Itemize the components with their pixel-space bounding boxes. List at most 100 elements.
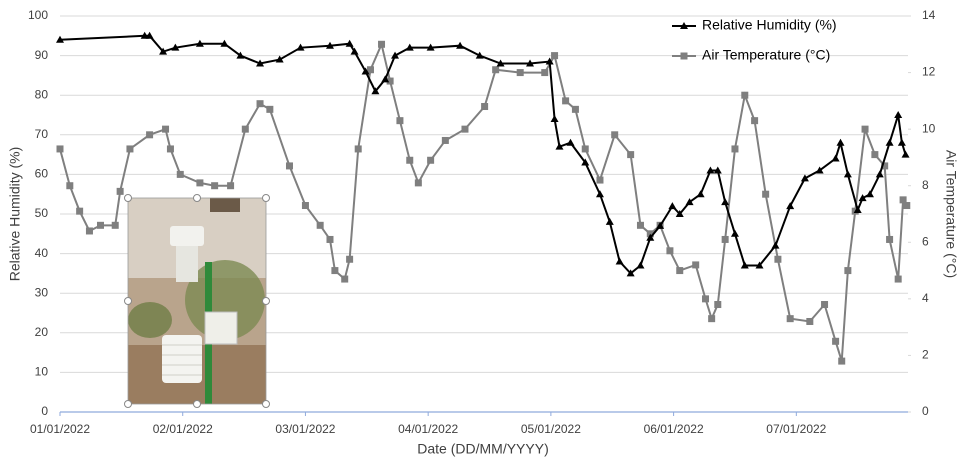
point [427, 156, 435, 164]
point [541, 69, 549, 77]
legend: Relative Humidity (%) Air Temperature (°C… [672, 17, 837, 63]
y2-tick-label: 2 [922, 348, 929, 362]
point [316, 221, 324, 229]
y-tick-label: 10 [35, 365, 49, 379]
series [56, 40, 911, 365]
point [496, 59, 505, 67]
point [815, 166, 824, 174]
point [605, 217, 614, 225]
point [894, 275, 902, 283]
point [721, 235, 729, 243]
point [836, 138, 845, 146]
point [806, 317, 814, 325]
point [256, 100, 264, 108]
y-tick-label: 0 [41, 404, 48, 418]
point [611, 131, 619, 139]
point [76, 207, 84, 215]
point [56, 35, 64, 43]
point [875, 170, 884, 178]
point [366, 66, 374, 74]
point [516, 69, 524, 77]
point [881, 162, 889, 170]
point [562, 97, 570, 105]
point [871, 151, 879, 159]
point [361, 67, 370, 75]
point [345, 39, 354, 47]
point [897, 138, 906, 146]
point [656, 221, 665, 229]
point [426, 43, 435, 51]
point [66, 182, 74, 190]
point [755, 261, 764, 269]
point [325, 41, 334, 49]
point [526, 59, 535, 67]
y-tick-label: 80 [35, 87, 49, 101]
y2-tick-label: 0 [922, 404, 929, 418]
plot [56, 31, 911, 365]
point [227, 182, 235, 190]
point [762, 190, 770, 198]
point [627, 151, 635, 159]
point [176, 170, 184, 178]
x-tick-label: 06/01/2022 [644, 422, 704, 436]
point [256, 59, 265, 67]
y-tick-label: 90 [35, 48, 49, 62]
point [571, 105, 579, 113]
y2-tick-label: 4 [922, 291, 929, 305]
point [626, 269, 635, 277]
point [566, 138, 575, 146]
y2-tick-label: 10 [922, 121, 936, 135]
point [241, 125, 249, 133]
point [771, 241, 780, 249]
point [481, 103, 489, 111]
point [903, 202, 911, 210]
point [162, 125, 170, 133]
point [145, 31, 154, 39]
x-tick-label: 05/01/2022 [521, 422, 581, 436]
point [456, 41, 465, 49]
point [831, 154, 840, 162]
point [853, 206, 862, 214]
y-tick-label: 100 [28, 8, 48, 22]
point [581, 158, 590, 166]
point [220, 39, 229, 47]
point [196, 179, 204, 187]
y-tick-label: 50 [35, 206, 49, 220]
point [492, 66, 500, 74]
point [111, 221, 119, 229]
point [171, 43, 180, 51]
y-axis-label: Relative Humidity (%) [7, 147, 23, 282]
point [414, 179, 422, 187]
point [350, 47, 359, 55]
point [354, 145, 362, 153]
point [730, 229, 739, 237]
point [326, 235, 334, 243]
point [708, 315, 716, 323]
point [391, 51, 400, 59]
y2-tick-label: 6 [922, 234, 929, 248]
y-tick-label: 70 [35, 127, 49, 141]
y2-tick-label: 12 [922, 65, 936, 79]
point [285, 162, 293, 170]
point [461, 125, 469, 133]
point [843, 170, 852, 178]
point [668, 202, 677, 210]
point [301, 202, 309, 210]
point [275, 55, 284, 63]
point [774, 255, 782, 263]
y-tick-label: 60 [35, 167, 49, 181]
point [146, 131, 154, 139]
point [676, 267, 684, 275]
x-tick-label: 03/01/2022 [275, 422, 335, 436]
point [381, 75, 390, 83]
point [126, 145, 134, 153]
point [555, 142, 564, 150]
point [545, 57, 554, 65]
point [159, 47, 168, 55]
point [346, 255, 354, 263]
point [116, 187, 124, 195]
point [844, 267, 852, 275]
point [692, 261, 700, 269]
point [371, 87, 380, 95]
y-tick-label: 40 [35, 246, 49, 260]
